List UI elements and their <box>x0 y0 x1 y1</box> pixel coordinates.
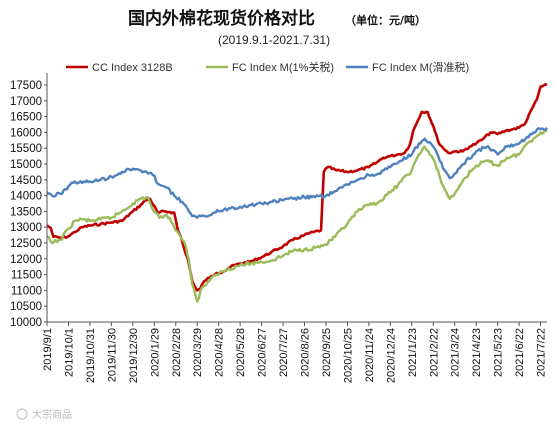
y-tick-label: 16000 <box>10 127 42 139</box>
x-tick-label: 2021/6/22 <box>514 328 526 377</box>
x-tick-label: 2020/6/27 <box>257 328 269 377</box>
y-tick-label: 15000 <box>10 159 42 171</box>
x-tick-label: 2021/5/23 <box>493 328 505 377</box>
y-tick-label: 17000 <box>10 96 42 108</box>
y-tick-label: 17500 <box>10 80 42 92</box>
chart-legend: CC Index 3128B FC Index M(1%关税) FC Index M… <box>66 60 469 74</box>
y-tick-label: 13500 <box>10 206 42 218</box>
y-tick-label: 14500 <box>10 175 42 187</box>
x-tick-label: 2020/5/28 <box>235 328 247 377</box>
x-tick-label: 2021/1/23 <box>407 328 419 377</box>
watermark-text: 大宗商品 <box>32 408 72 421</box>
y-tick-label: 14000 <box>10 191 42 203</box>
y-axis-ticks: 10000 10500 11000 11500 12000 12500 13000 13500… <box>10 80 47 329</box>
y-tick-label: 12500 <box>10 238 42 250</box>
series-line-2 <box>46 129 548 303</box>
x-tick-label: 2021/7/22 <box>536 328 548 377</box>
series-layer <box>46 83 548 303</box>
x-tick-label: 2020/11/24 <box>364 328 376 382</box>
y-tick-label: 10500 <box>10 301 42 313</box>
x-tick-label: 2020/10/25 <box>342 328 354 383</box>
x-tick-label: 2021/3/24 <box>450 328 462 377</box>
y-tick-label: 10000 <box>10 317 42 329</box>
x-tick-label: 2019/9/1 <box>42 328 54 371</box>
chart-subtitle: (2019.9.1-2021.7.31) <box>218 33 330 47</box>
series-line-1 <box>46 83 548 292</box>
x-axis-ticks: 2019/9/1 2019/10/1 2019/10/31 2019/11/30 201… <box>42 322 548 383</box>
watermark: 大宗商品 <box>16 408 72 421</box>
legend-label-1: CC Index 3128B <box>92 62 173 74</box>
legend-label-2: FC Index M(1%关税) <box>232 60 334 74</box>
x-tick-label: 2020/4/28 <box>214 328 226 377</box>
y-tick-label: 13000 <box>10 222 42 234</box>
x-tick-label: 2020/12/24 <box>385 328 397 383</box>
x-tick-label: 2019/10/31 <box>85 328 97 383</box>
x-tick-label: 2020/7/27 <box>278 328 290 377</box>
x-tick-label: 2020/1/29 <box>149 328 161 377</box>
y-tick-label: 12000 <box>10 254 42 266</box>
x-tick-label: 2019/10/1 <box>63 328 75 377</box>
y-tick-label: 11500 <box>11 270 42 282</box>
x-tick-label: 2019/11/30 <box>106 328 118 382</box>
x-tick-label: 2020/3/29 <box>192 328 204 377</box>
x-tick-label: 2020/8/26 <box>300 328 312 377</box>
y-tick-label: 15500 <box>10 143 42 155</box>
x-tick-label: 2019/12/30 <box>128 328 140 383</box>
y-tick-label: 11000 <box>11 285 42 297</box>
x-tick-label: 2020/2/28 <box>171 328 183 377</box>
x-tick-label: 2021/4/23 <box>471 328 483 377</box>
watermark-logo-icon <box>16 408 28 420</box>
x-tick-label: 2021/2/22 <box>428 328 440 377</box>
series-line-3 <box>46 126 548 219</box>
chart-title: 国内外棉花现货价格对比 <box>128 8 315 29</box>
y-tick-label: 16500 <box>10 112 42 124</box>
legend-label-3: FC Index M(滑准税) <box>372 60 469 74</box>
plot-area: 10000 10500 11000 11500 12000 12500 13000 13500… <box>10 73 548 383</box>
chart-unit-note: （单位：元/吨） <box>345 13 426 27</box>
x-tick-label: 2020/9/25 <box>321 328 333 377</box>
